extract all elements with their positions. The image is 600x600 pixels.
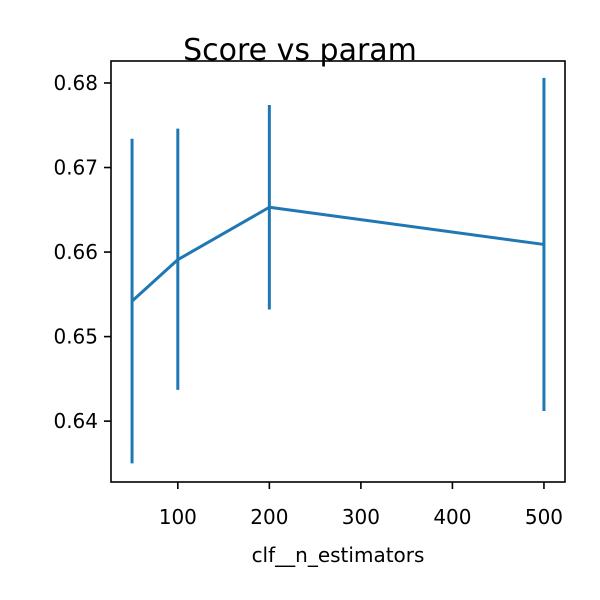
y-tick-label: 0.66 bbox=[53, 240, 98, 264]
x-tick-label: 500 bbox=[525, 505, 563, 529]
y-tick-label: 0.67 bbox=[53, 156, 98, 180]
series-group bbox=[131, 205, 545, 303]
x-axis-label: clf__n_estimators bbox=[252, 543, 425, 567]
y-tick-label: 0.65 bbox=[53, 325, 98, 349]
y-tick-label: 0.68 bbox=[53, 71, 98, 95]
axes-frame bbox=[110, 60, 566, 483]
x-tick-label: 400 bbox=[433, 505, 471, 529]
x-tick-label: 300 bbox=[342, 505, 380, 529]
series-line bbox=[131, 205, 545, 303]
x-axis-ticks: 100 200 300 400 500 bbox=[159, 482, 563, 529]
x-tick-label: 200 bbox=[250, 505, 288, 529]
chart-title: Score vs param bbox=[183, 33, 417, 68]
y-axis-ticks: 0.64 0.65 0.66 0.67 0.68 bbox=[53, 71, 111, 433]
x-tick-label: 100 bbox=[159, 505, 197, 529]
error-bars bbox=[130, 77, 546, 464]
y-tick-label: 0.64 bbox=[53, 409, 98, 433]
